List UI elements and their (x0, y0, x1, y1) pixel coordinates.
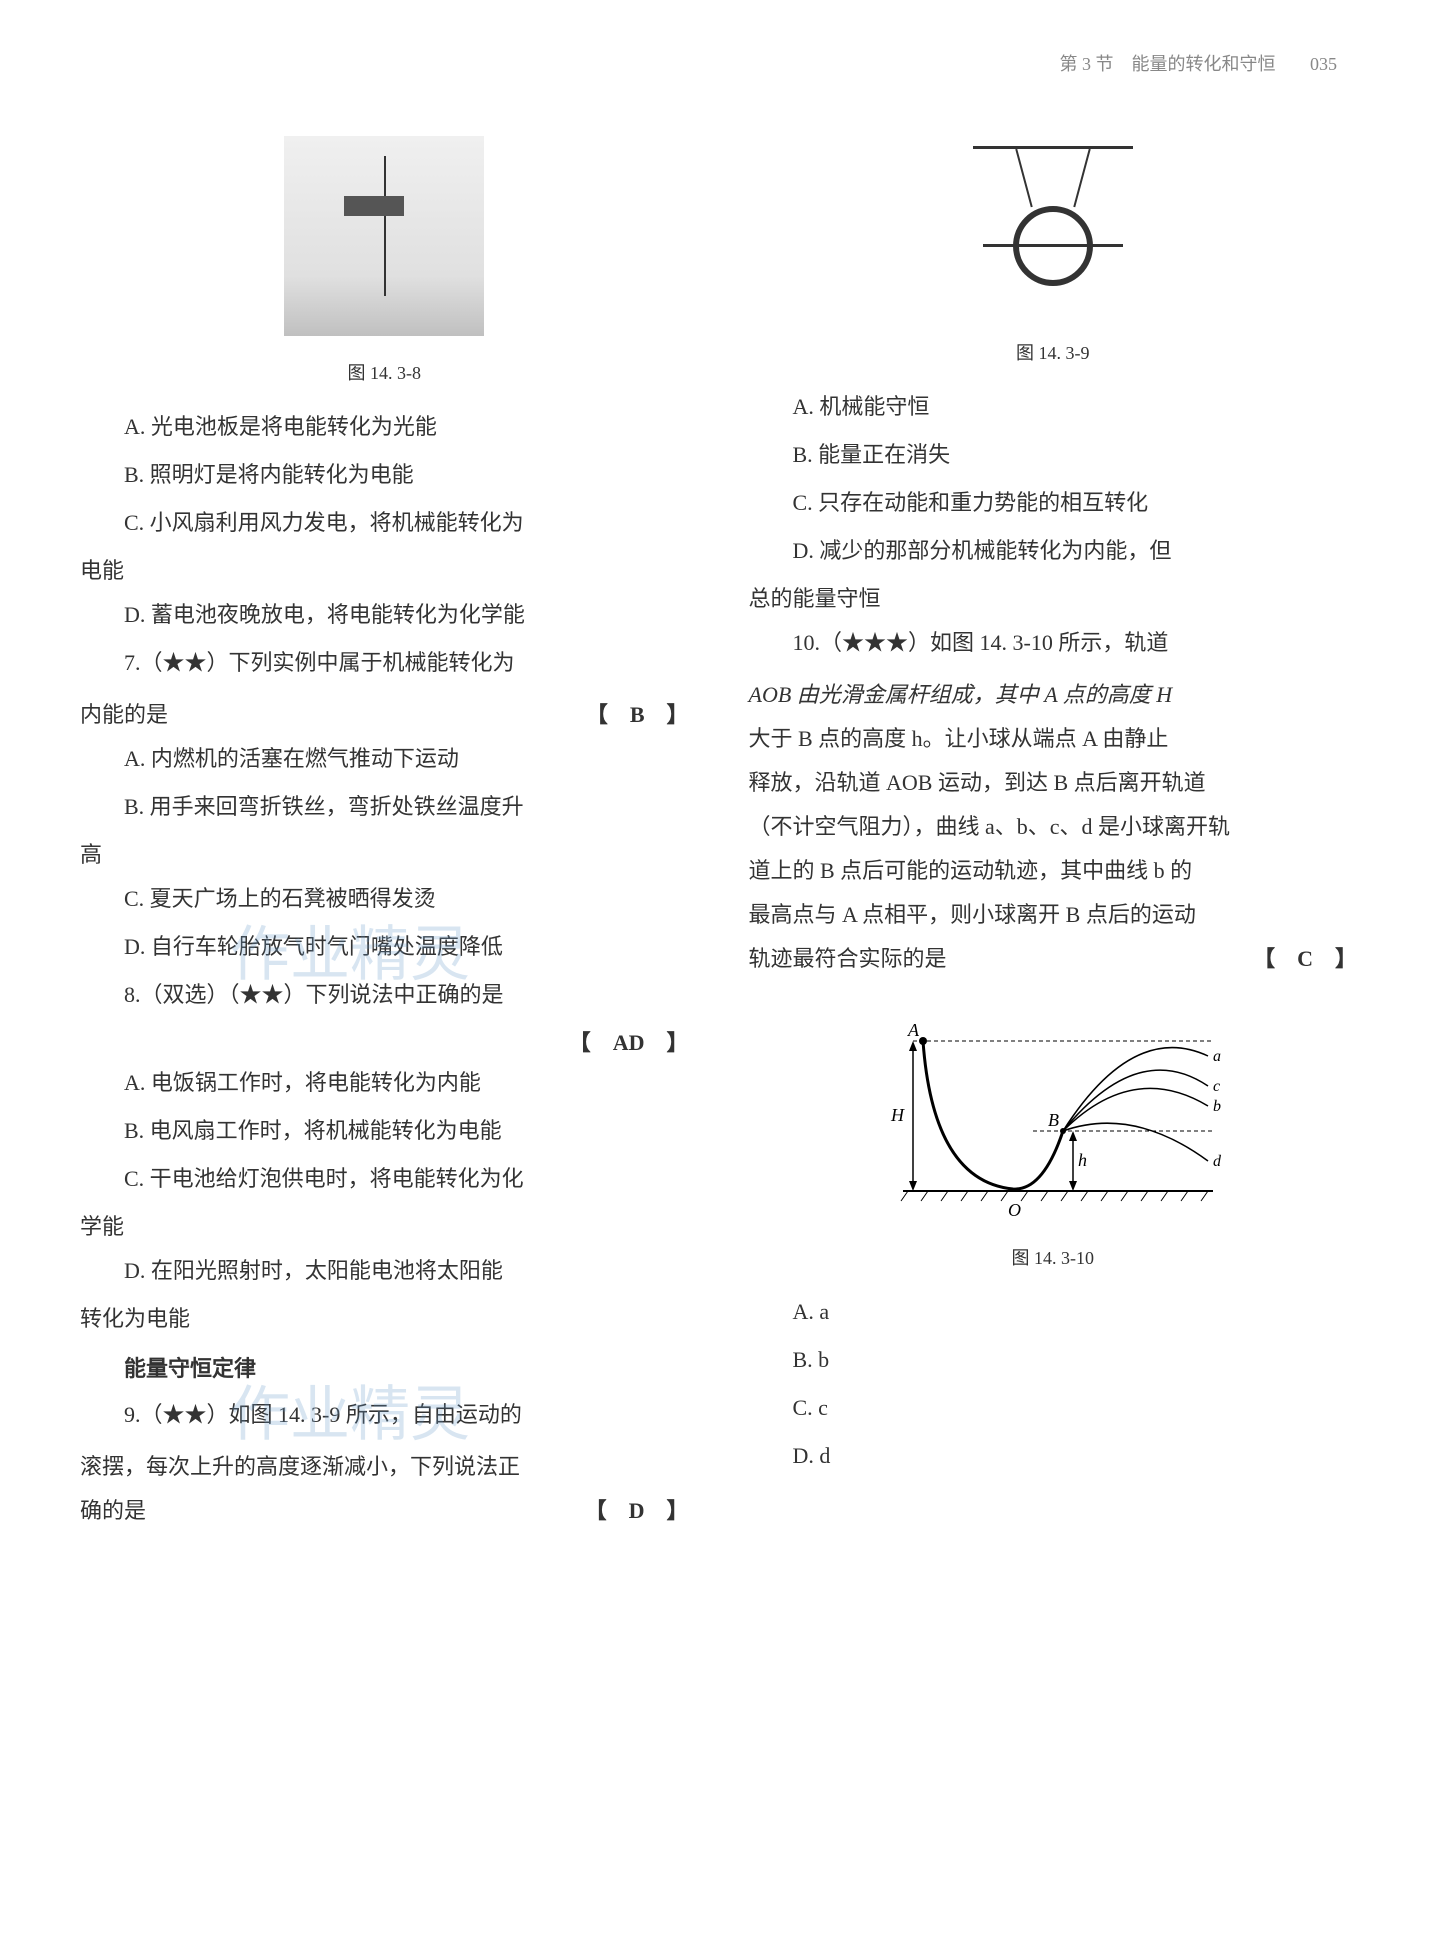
section-heading: 能量守恒定律 (80, 1351, 689, 1383)
figure-14-3-9: 图 14. 3-9 (749, 136, 1358, 365)
q10-stem-5: （不计空气阻力），曲线 a、b、c、d 是小球离开轨 (749, 805, 1358, 849)
label-c: b (1213, 1098, 1221, 1115)
q9-option-a: A. 机械能守恒 (749, 385, 1358, 429)
q9-option-c: C. 只存在动能和重力势能的相互转化 (749, 481, 1358, 525)
label-A: A (907, 1020, 920, 1040)
figure-14-3-10: A H O B h a c (749, 1001, 1358, 1270)
q8-option-d-cont: 转化为电能 (80, 1297, 689, 1341)
pendulum-image (963, 136, 1143, 316)
q8-option-a: A. 电饭锅工作时，将电能转化为内能 (80, 1061, 689, 1105)
q10-stem-6: 道上的 B 点后可能的运动轨迹，其中曲线 b 的 (749, 849, 1358, 893)
section-title: 第 3 节 能量的转化和守恒 (1060, 54, 1276, 74)
figure-14-3-8: 图 14. 3-8 (80, 136, 689, 385)
label-O: O (1008, 1200, 1021, 1220)
q9-stem-1: 9.（★★）如图 14. 3-9 所示，自由运动的 (80, 1393, 689, 1437)
label-b: c (1213, 1078, 1220, 1095)
q7-option-a: A. 内燃机的活塞在燃气推动下运动 (80, 737, 689, 781)
q7-stem-cont: 内能的是 【 B 】 (80, 693, 689, 737)
q10-stem-8-text: 轨迹最符合实际的是 (749, 946, 947, 971)
q8-option-c-cont: 学能 (80, 1205, 689, 1249)
q9-option-b: B. 能量正在消失 (749, 433, 1358, 477)
q7-stem: 7.（★★）下列实例中属于机械能转化为 (80, 641, 689, 685)
q9-option-d: D. 减少的那部分机械能转化为内能，但 (749, 529, 1358, 573)
q8-option-c: C. 干电池给灯泡供电时，将电能转化为化 (80, 1157, 689, 1201)
q6-option-b: B. 照明灯是将内能转化为电能 (80, 453, 689, 497)
q10-stem-3: 大于 B 点的高度 h。让小球从端点 A 由静止 (749, 717, 1358, 761)
q10-option-a: A. a (749, 1290, 1358, 1334)
q6-option-a: A. 光电池板是将电能转化为光能 (80, 405, 689, 449)
left-column: 图 14. 3-8 A. 光电池板是将电能转化为光能 B. 照明灯是将内能转化为… (80, 116, 689, 1533)
q6-option-d: D. 蓄电池夜晚放电，将电能转化为化学能 (80, 593, 689, 637)
q8-option-d: D. 在阳光照射时，太阳能电池将太阳能 (80, 1249, 689, 1293)
page-number: 035 (1310, 54, 1337, 75)
q10-stem-1: 10.（★★★）如图 14. 3-10 所示，轨道 (749, 621, 1358, 665)
label-h: h (1078, 1150, 1087, 1170)
q9-answer: 【 D 】 (585, 1489, 689, 1533)
q9-stem-3-text: 确的是 (80, 1498, 146, 1523)
q10-option-c: C. c (749, 1386, 1358, 1430)
q7-answer: 【 B 】 (586, 693, 689, 737)
q8-option-b: B. 电风扇工作时，将机械能转化为电能 (80, 1109, 689, 1153)
label-d: d (1213, 1153, 1222, 1170)
q6-option-c: C. 小风扇利用风力发电，将机械能转化为 (80, 501, 689, 545)
content-wrapper: 作业精灵 作业精灵 图 14. 3-8 A. 光电池板是将电能转化为光能 B. … (80, 116, 1357, 1533)
q10-answer: 【 C 】 (1253, 937, 1357, 981)
q9-stem-3: 确的是 【 D 】 (80, 1489, 689, 1533)
q9-option-d-cont: 总的能量守恒 (749, 577, 1358, 621)
label-H: H (890, 1105, 905, 1125)
q10-stem-4: 释放，沿轨道 AOB 运动，到达 B 点后离开轨道 (749, 761, 1358, 805)
q6-option-c-cont: 电能 (80, 549, 689, 593)
q7-option-d: D. 自行车轮胎放气时气门嘴处温度降低 (80, 925, 689, 969)
q7-option-b: B. 用手来回弯折铁丝，弯折处铁丝温度升 (80, 785, 689, 829)
q8-stem: 8.（双选）（★★）下列说法中正确的是 (80, 973, 689, 1017)
right-column: 图 14. 3-9 A. 机械能守恒 B. 能量正在消失 C. 只存在动能和重力… (749, 116, 1358, 1533)
figure-caption: 图 14. 3-9 (749, 339, 1358, 365)
q10-stem-2: AOB 由光滑金属杆组成，其中 A 点的高度 H (749, 673, 1358, 717)
q9-stem-2: 滚摆，每次上升的高度逐渐减小，下列说法正 (80, 1445, 689, 1489)
q10-option-b: B. b (749, 1338, 1358, 1382)
trajectory-chart: A H O B h a c (873, 1001, 1233, 1231)
q8-answer: 【 AD 】 (80, 1025, 689, 1057)
q10-stem-7: 最高点与 A 点相平，则小球离开 B 点后的运动 (749, 893, 1358, 937)
q10-stem-8: 轨迹最符合实际的是 【 C 】 (749, 937, 1358, 981)
label-B: B (1048, 1110, 1059, 1130)
page-header: 第 3 节 能量的转化和守恒 035 (80, 50, 1357, 76)
figure-caption: 图 14. 3-10 (749, 1244, 1358, 1270)
q7-stem-cont-text: 内能的是 (80, 702, 168, 727)
streetlight-image (284, 136, 484, 336)
q10-option-d: D. d (749, 1434, 1358, 1478)
figure-caption: 图 14. 3-8 (80, 359, 689, 385)
q7-option-b-cont: 高 (80, 833, 689, 877)
label-a: a (1213, 1048, 1221, 1065)
q7-option-c: C. 夏天广场上的石凳被晒得发烫 (80, 877, 689, 921)
